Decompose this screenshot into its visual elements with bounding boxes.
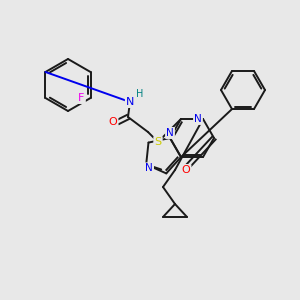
Text: H: H — [136, 89, 144, 99]
Text: H: H — [136, 89, 144, 99]
Text: N: N — [166, 128, 174, 138]
Text: F: F — [78, 93, 85, 103]
Text: O: O — [109, 117, 117, 127]
Text: O: O — [182, 165, 190, 175]
Text: N: N — [145, 164, 153, 173]
Text: N: N — [145, 164, 153, 173]
Text: N: N — [194, 114, 202, 124]
Text: O: O — [182, 165, 190, 175]
Text: N: N — [166, 128, 174, 138]
Text: N: N — [126, 97, 134, 107]
Text: N: N — [194, 114, 202, 124]
Text: O: O — [109, 117, 117, 127]
Text: F: F — [78, 93, 85, 103]
Text: S: S — [154, 137, 162, 147]
Text: S: S — [154, 137, 162, 147]
Text: N: N — [126, 97, 134, 107]
